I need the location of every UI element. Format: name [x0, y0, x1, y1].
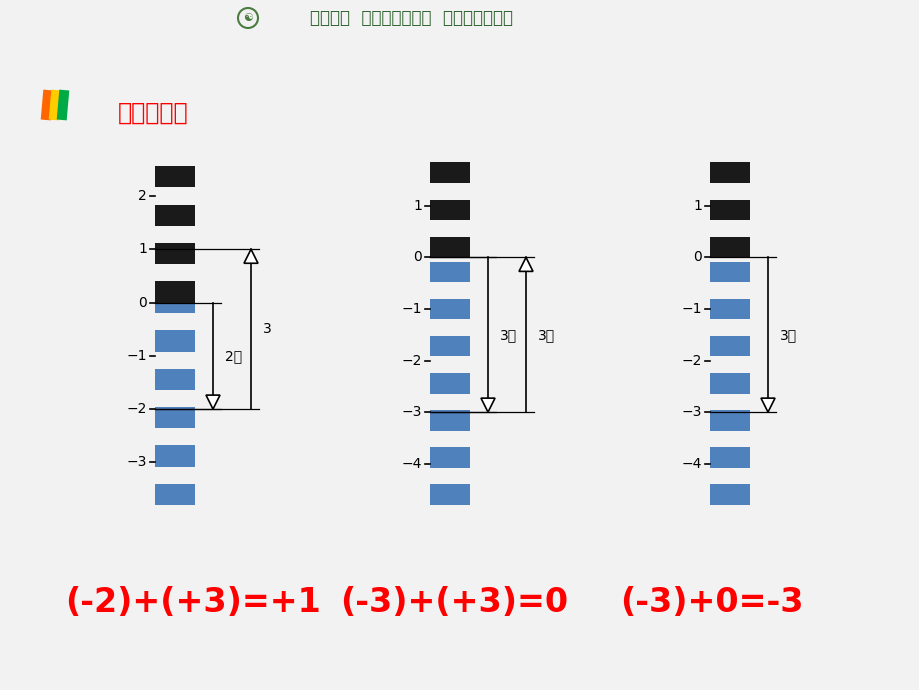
Bar	[709, 237, 749, 257]
Bar	[154, 484, 195, 505]
Bar	[709, 484, 749, 505]
Bar	[429, 484, 470, 505]
Text: 3米: 3米	[538, 328, 554, 342]
Bar	[709, 162, 749, 183]
Bar	[57, 90, 69, 120]
Bar	[154, 368, 195, 390]
Bar	[429, 262, 470, 282]
Bar	[154, 204, 195, 226]
Bar	[429, 447, 470, 468]
Text: −1: −1	[681, 302, 701, 316]
Bar	[429, 410, 470, 431]
Bar	[429, 162, 470, 183]
Text: 交流与发现: 交流与发现	[118, 101, 188, 125]
Text: −4: −4	[402, 457, 422, 471]
Text: 数理化网  集网络资源精华  汇名校名师力作: 数理化网 集网络资源精华 汇名校名师力作	[310, 9, 513, 27]
Text: −3: −3	[127, 455, 147, 469]
Text: −1: −1	[127, 349, 147, 363]
Bar	[154, 331, 195, 352]
Bar	[40, 90, 53, 120]
Bar	[154, 166, 195, 188]
Bar	[154, 445, 195, 466]
Polygon shape	[481, 398, 494, 412]
Text: (-3)+(+3)=0: (-3)+(+3)=0	[340, 586, 568, 618]
Text: −2: −2	[681, 353, 701, 368]
Bar	[709, 199, 749, 220]
Text: 0: 0	[138, 295, 147, 310]
Text: 0: 0	[693, 250, 701, 264]
Bar	[429, 299, 470, 319]
Text: −4: −4	[681, 457, 701, 471]
Text: −3: −3	[402, 405, 422, 419]
Text: (-3)+0=-3: (-3)+0=-3	[619, 586, 802, 618]
Bar	[49, 90, 62, 120]
Text: −2: −2	[127, 402, 147, 416]
Text: 2米: 2米	[225, 349, 242, 363]
Bar	[709, 410, 749, 431]
Text: (-2)+(+3)=+1: (-2)+(+3)=+1	[65, 586, 321, 618]
Text: −1: −1	[401, 302, 422, 316]
Bar	[709, 336, 749, 357]
Text: 2: 2	[138, 189, 147, 203]
Polygon shape	[244, 249, 257, 264]
Text: 1: 1	[413, 199, 422, 213]
Bar	[154, 292, 195, 313]
Bar	[154, 407, 195, 428]
Bar	[154, 282, 195, 302]
Bar	[154, 243, 195, 264]
Polygon shape	[206, 395, 220, 409]
Text: 1: 1	[138, 242, 147, 256]
Text: −2: −2	[402, 353, 422, 368]
Bar	[709, 262, 749, 282]
Text: 0: 0	[413, 250, 422, 264]
Polygon shape	[518, 257, 532, 271]
Bar	[429, 336, 470, 357]
Text: 3米: 3米	[499, 328, 516, 342]
Text: 3米: 3米	[779, 328, 796, 342]
Text: 3: 3	[263, 322, 271, 336]
Bar	[709, 299, 749, 319]
Text: 1: 1	[692, 199, 701, 213]
Text: ☯: ☯	[243, 13, 253, 23]
Bar	[429, 373, 470, 393]
Bar	[429, 237, 470, 257]
Text: −3: −3	[681, 405, 701, 419]
Polygon shape	[760, 398, 774, 412]
Bar	[709, 447, 749, 468]
Bar	[709, 373, 749, 393]
Bar	[429, 199, 470, 220]
